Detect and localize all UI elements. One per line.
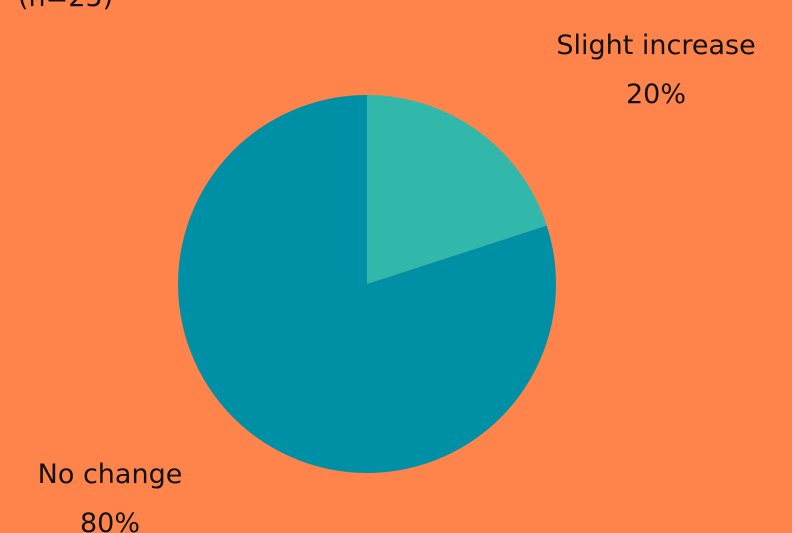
slice-label-no-change: No change — [38, 459, 183, 490]
slice-percent-no-change: 80% — [80, 508, 140, 533]
pie-slices — [177, 95, 556, 473]
sample-size-note: (n=25) — [18, 0, 113, 13]
pie-slice-no-change — [177, 95, 556, 473]
slice-percent-slight-increase: 20% — [626, 79, 686, 110]
slice-label-slight-increase: Slight increase — [556, 30, 755, 61]
pie-slice-slight-increase — [367, 95, 547, 284]
